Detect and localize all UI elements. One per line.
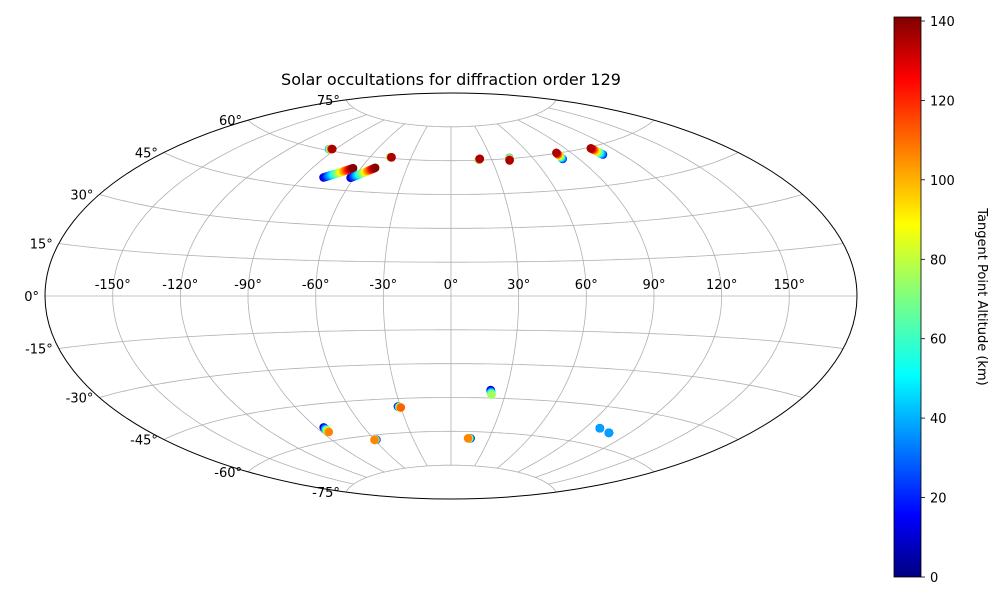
longitude-gridline: [535, 114, 723, 478]
colorbar-tick-label: 80: [930, 253, 947, 268]
colorbar-tick-label: 100: [930, 174, 955, 189]
latitude-gridline: [345, 464, 557, 493]
colorbar-ticks: 0 20 40 60 80 100 120 140: [921, 15, 955, 586]
latitude-tick-label: -30°: [66, 392, 94, 407]
occultation-point: [348, 163, 358, 173]
occultation-point: [463, 434, 473, 443]
longitude-tick-label: 120°: [706, 278, 737, 293]
occultation-points: [319, 144, 614, 445]
occultation-point: [487, 390, 496, 399]
longitude-tick-label: -90°: [234, 278, 262, 293]
colorbar-tick-label: 120: [930, 94, 955, 109]
occultation-point: [475, 154, 485, 164]
chart-title: Solar occultations for diffraction order…: [281, 70, 621, 89]
colorbar-tick-label: 60: [930, 333, 947, 348]
colorbar: [893, 16, 922, 578]
occultation-point: [604, 428, 614, 438]
latitude-tick-label: -75°: [312, 486, 340, 501]
longitude-tick-label: 150°: [774, 278, 805, 293]
latitude-gridline: [345, 99, 557, 128]
latitude-tick-label: 60°: [219, 114, 242, 129]
longitude-tick-label: -60°: [302, 278, 330, 293]
occultation-point: [552, 148, 561, 158]
latitude-tick-label: 0°: [24, 290, 39, 305]
longitude-tick-label: 30°: [507, 278, 530, 293]
longitude-tick-labels: -150° -120° -90° -60° -30° 0° 30° 60° 90° 120° 150…: [95, 278, 805, 293]
longitude-gridline: [247, 119, 385, 473]
occultation-point: [387, 153, 396, 162]
occultation-point: [328, 144, 337, 154]
colorbar-label: Tangent Point Altitude (km): [974, 207, 989, 385]
map-boundary: [44, 92, 858, 500]
occultation-point: [370, 435, 379, 445]
longitude-tick-label: 0°: [444, 278, 459, 293]
longitude-tick-label: -30°: [369, 278, 397, 293]
longitude-gridline: [474, 125, 520, 467]
longitude-gridline: [548, 107, 790, 485]
occultation-point: [595, 423, 605, 433]
latitude-tick-label: 75°: [317, 94, 340, 109]
colorbar-tick-label: 20: [930, 492, 947, 507]
latitude-tick-label: -45°: [130, 434, 158, 449]
longitude-gridline: [112, 107, 354, 485]
occultation-point: [396, 403, 406, 412]
occultation-point: [586, 144, 596, 153]
longitude-gridline: [496, 123, 587, 469]
colorbar-tick-label: 40: [930, 412, 947, 427]
latitude-tick-labels: 75° 60° 45° 30° 15° 0° -15° -30° -45° -60° -75°: [24, 94, 340, 501]
occultation-point: [370, 163, 380, 173]
latitude-tick-label: 15°: [30, 238, 53, 253]
latitude-tick-label: -60°: [214, 466, 242, 481]
latitude-tick-label: -15°: [25, 343, 53, 358]
map-grid: [45, 99, 857, 493]
colorbar-tick-label: 0: [930, 571, 938, 586]
longitude-gridline: [179, 114, 367, 478]
longitude-tick-label: 90°: [642, 278, 665, 293]
colorbar-tick-label: 140: [930, 15, 955, 30]
latitude-tick-label: 45°: [135, 147, 158, 162]
longitude-tick-label: 60°: [575, 278, 598, 293]
longitude-tick-label: -120°: [162, 278, 198, 293]
longitude-tick-label: -150°: [95, 278, 131, 293]
latitude-tick-label: 30°: [70, 189, 93, 204]
occultation-point: [324, 427, 334, 437]
longitude-gridline: [517, 119, 655, 473]
occultation-point: [505, 156, 514, 165]
